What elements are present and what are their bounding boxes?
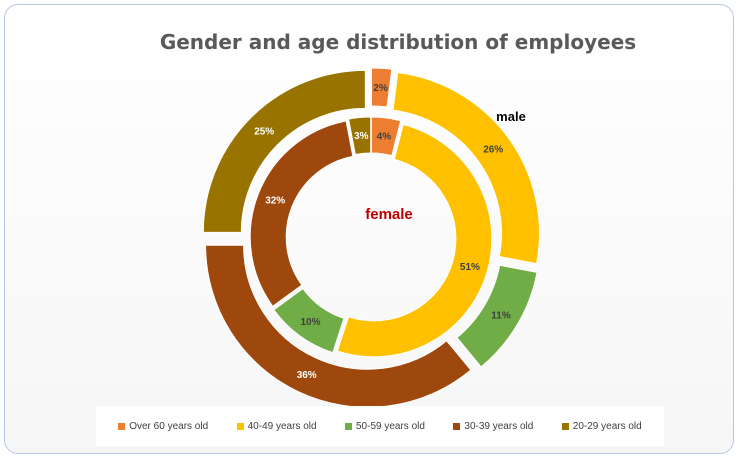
data-label-female-4: 32% bbox=[265, 196, 285, 207]
legend-swatch bbox=[236, 422, 244, 430]
slice-female-5 bbox=[348, 116, 372, 156]
legend-item-5: 20-29 years old bbox=[561, 420, 642, 432]
slice-male-5 bbox=[202, 69, 366, 233]
data-label-male-1: 2% bbox=[373, 83, 388, 94]
legend-label: 30-39 years old bbox=[464, 420, 534, 432]
slice-female-2 bbox=[336, 123, 493, 358]
legend-item-3: 50-59 years old bbox=[345, 421, 425, 432]
data-label-female-5: 3% bbox=[354, 131, 369, 142]
legend-swatch bbox=[561, 422, 569, 430]
series-name-female: female bbox=[365, 206, 413, 223]
legend-swatch bbox=[345, 422, 352, 430]
slice-female-3 bbox=[273, 287, 345, 354]
legend-item-4: 30-39 years old bbox=[453, 421, 533, 432]
legend-label: 40-49 years old bbox=[247, 420, 317, 432]
legend-label: Over 60 years old bbox=[129, 420, 209, 432]
data-label-male-5: 25% bbox=[254, 127, 274, 138]
data-label-male-4: 36% bbox=[297, 370, 317, 381]
legend-item-1: Over 60 years old bbox=[118, 421, 208, 432]
data-label-male-3: 11% bbox=[491, 310, 511, 321]
legend-swatch bbox=[453, 422, 461, 430]
data-label-female-1: 4% bbox=[377, 131, 392, 142]
series-name-male: male bbox=[496, 109, 526, 124]
slice-male-1 bbox=[371, 67, 393, 108]
data-label-female-3: 10% bbox=[300, 317, 320, 328]
legend-label: 20-29 years old bbox=[572, 420, 642, 432]
slice-female-1 bbox=[370, 116, 402, 157]
chart-title: Gender and age distribution of employees bbox=[159, 30, 637, 54]
legend-swatch bbox=[118, 422, 126, 430]
legend-item-2: 40-49 years old bbox=[236, 420, 317, 432]
slice-female-4 bbox=[249, 120, 354, 307]
legend-label: 50-59 years old bbox=[356, 420, 425, 432]
slice-male-3 bbox=[456, 264, 538, 368]
data-label-male-2: 26% bbox=[483, 145, 503, 156]
slice-male-2 bbox=[392, 72, 540, 265]
chart-legend: Over 60 years old 40-49 years old 50-59 ye… bbox=[96, 406, 664, 446]
data-label-female-2: 51% bbox=[460, 262, 480, 273]
